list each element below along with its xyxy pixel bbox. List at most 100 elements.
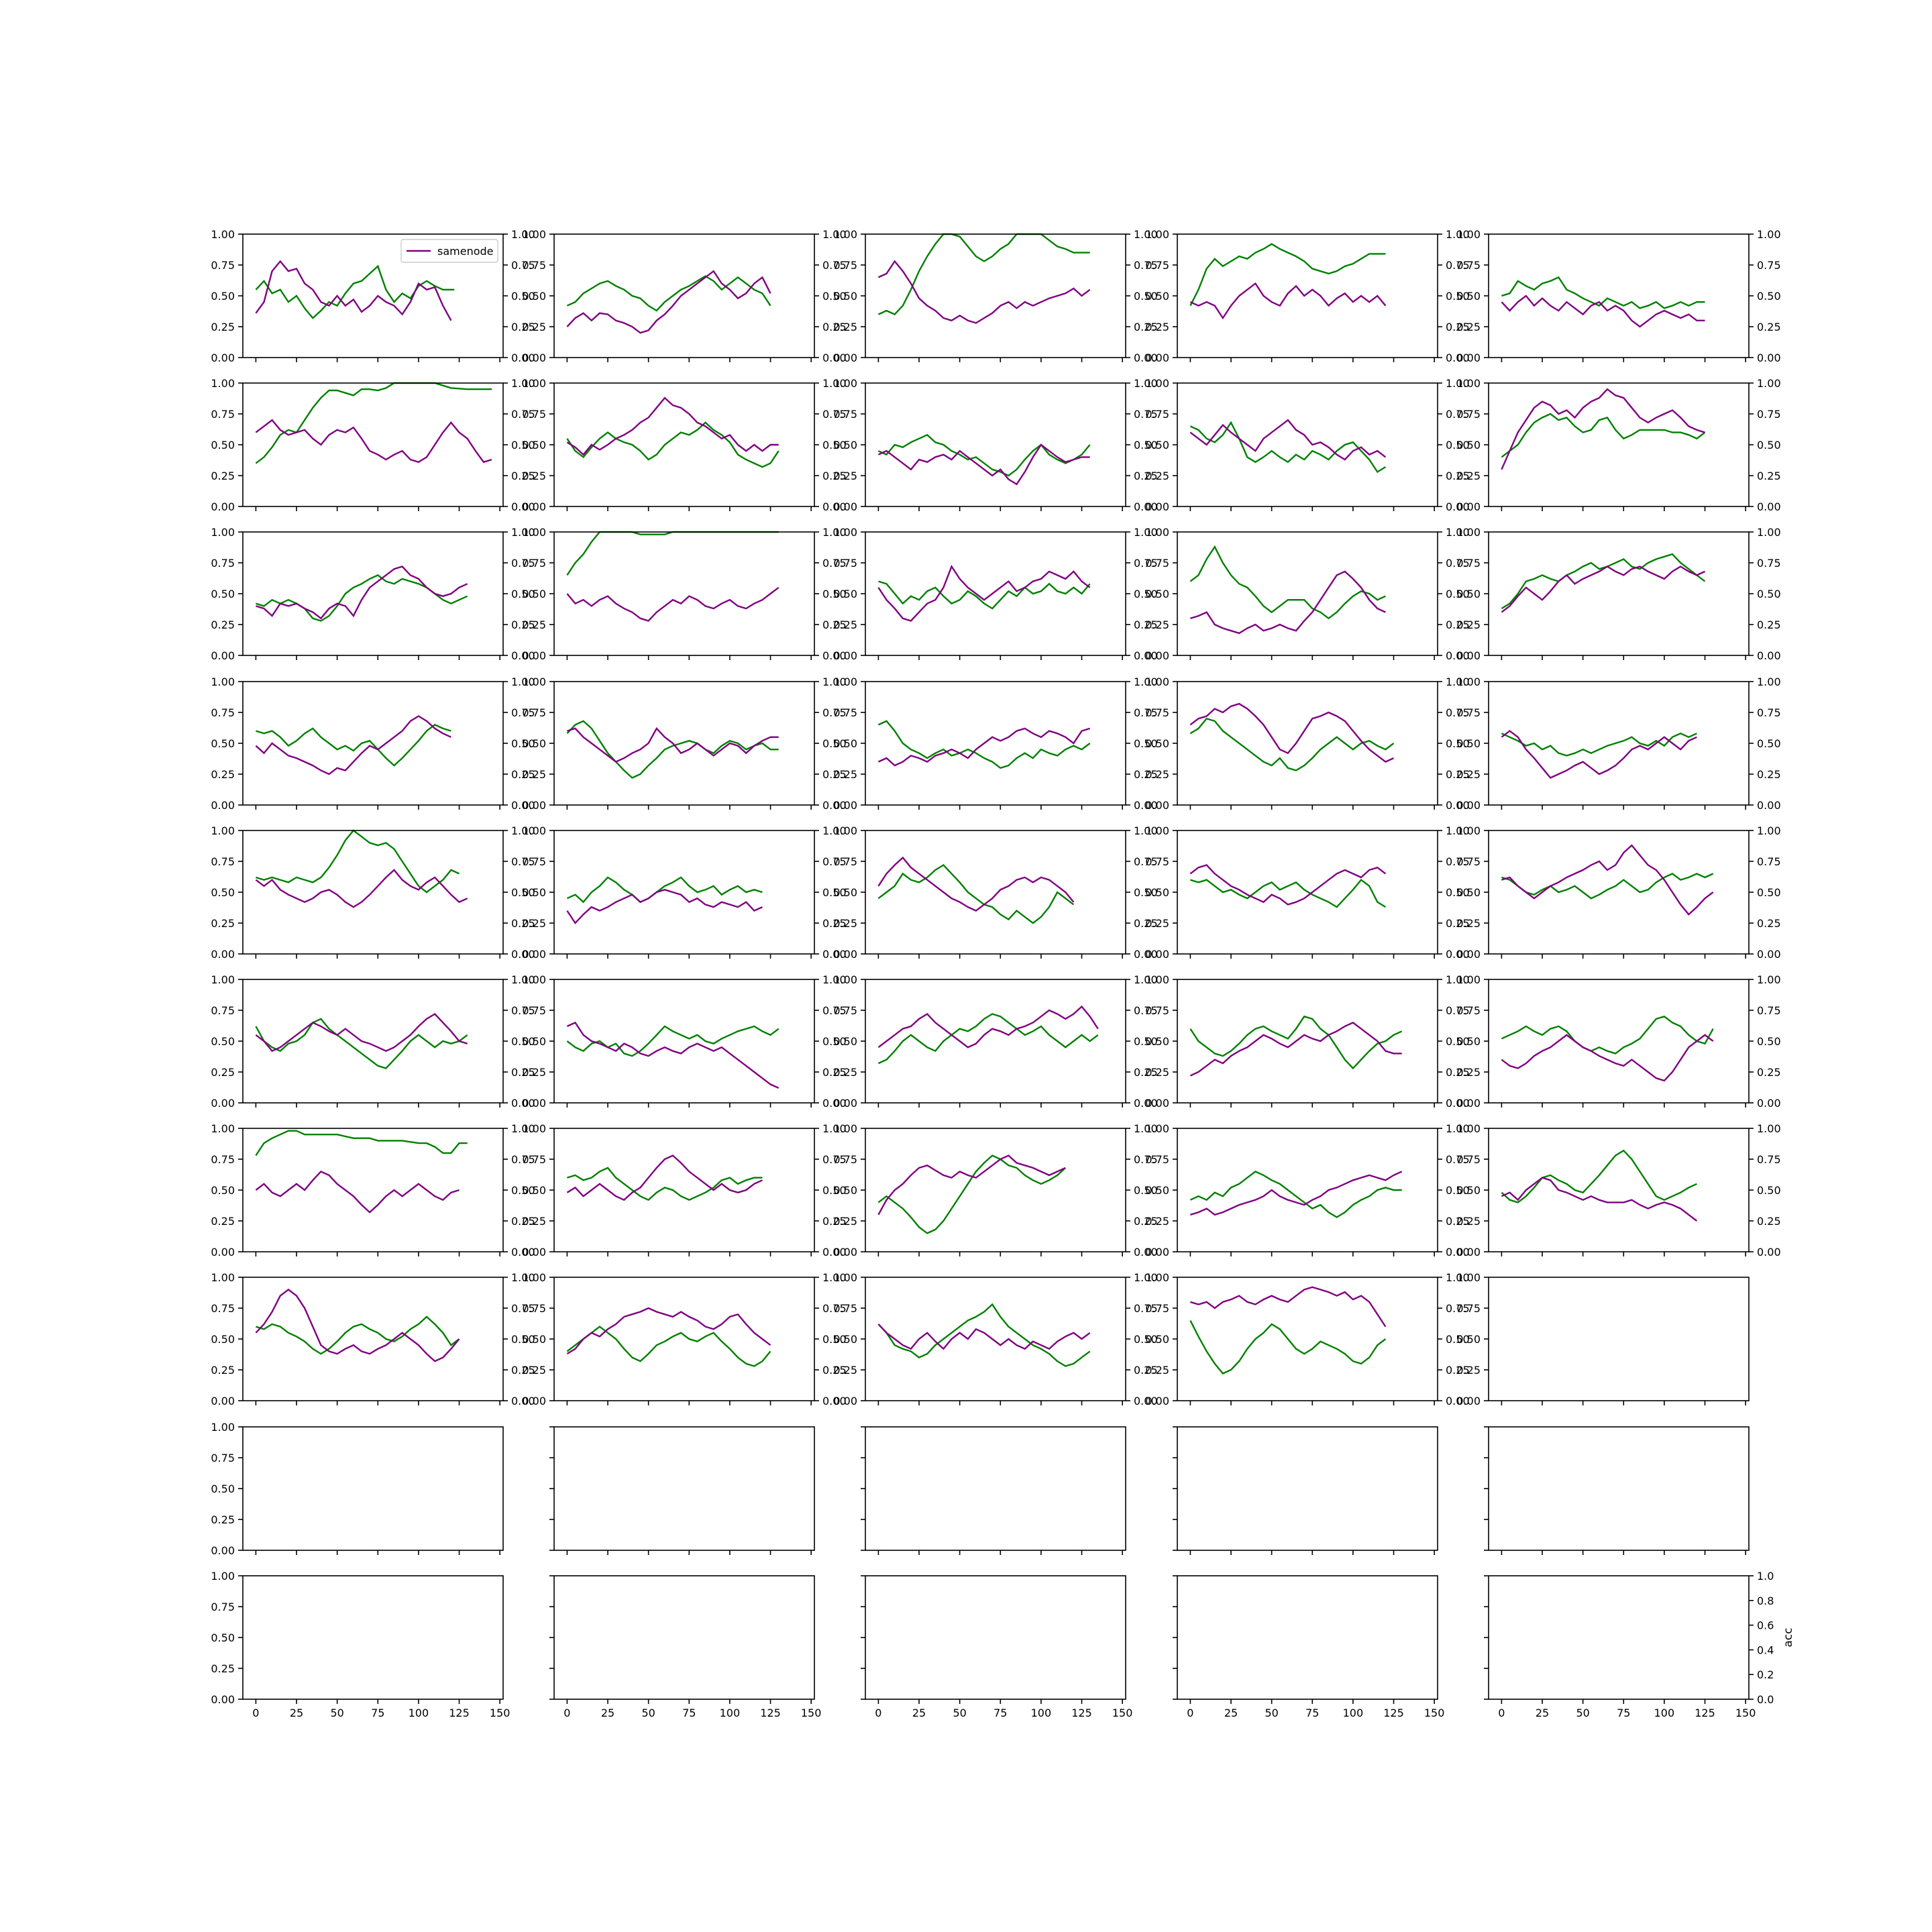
y-tick-label: 0.25 — [833, 768, 857, 781]
y-tick-label: 0.00 — [1456, 799, 1481, 812]
y-tick-label: 1.00 — [522, 1271, 546, 1284]
right-y-tick-label: 0.75 — [822, 259, 847, 272]
series-line-samenode — [255, 419, 492, 464]
y-tick-label: 0.75 — [522, 1302, 546, 1315]
series-line-samenode — [1501, 730, 1697, 779]
subplot-7: 0.00 0.25 0.50 0.75 1.00 0.00 0.25 0.50 0.75 1.00 — [522, 377, 846, 513]
legend-label-samenode: samenode — [437, 245, 494, 258]
y-tick-label: 0.00 — [1145, 1097, 1169, 1110]
y-tick-label: 0.25 — [1456, 470, 1481, 482]
right-y-tick-label: 0.25 — [511, 1066, 535, 1079]
subplot-24: 0.00 0.25 0.50 0.75 1.00 0.00 0.25 0.50 0.75 1.00 — [1145, 824, 1469, 961]
series-line-samenode — [1190, 570, 1386, 635]
y-tick-label: 0.25 — [833, 470, 857, 482]
subplot-8: 0.00 0.25 0.50 0.75 1.00 0.00 0.25 0.50 0.75 1.00 — [833, 377, 1157, 513]
x-tick-label: 25 — [290, 1707, 303, 1719]
acc-tick-label: 0.6 — [1757, 1619, 1774, 1632]
right-y-tick-label: 0.50 — [1134, 886, 1158, 899]
y-tick-label: 0.25 — [1145, 768, 1169, 781]
series-line-green — [877, 1155, 1067, 1234]
right-y-tick-label: 0.00 — [1446, 799, 1470, 812]
y-tick-label: 0.50 — [1456, 588, 1481, 600]
right-y-tick-label: 0.00 — [1757, 1097, 1781, 1110]
right-y-tick-label: 1.00 — [511, 1122, 535, 1135]
right-y-tick-label: 0.00 — [511, 649, 535, 662]
subplot-11: 0.00 0.25 0.50 0.75 1.00 0.00 0.25 0.50 0.75 1.00 — [211, 526, 535, 662]
right-y-tick-label: 1.00 — [822, 1271, 847, 1284]
y-tick-label: 0.75 — [1456, 855, 1481, 868]
y-tick-label: 0.75 — [211, 1452, 235, 1464]
right-y-tick-label: 0.50 — [1757, 1035, 1781, 1048]
y-tick-label: 0.75 — [1145, 1004, 1169, 1017]
right-y-tick-label: 0.75 — [511, 706, 535, 719]
x-tick-label: 100 — [720, 1707, 741, 1719]
y-tick-label: 0.75 — [1145, 408, 1169, 421]
right-y-tick-label: 0.25 — [822, 1215, 847, 1228]
right-y-tick-label: 0.00 — [1134, 948, 1158, 961]
y-tick-label: 0.50 — [211, 1631, 235, 1644]
right-y-tick-label: 0.25 — [822, 1364, 847, 1377]
y-tick-label: 0.00 — [1456, 352, 1481, 364]
right-y-tick-label: 1.00 — [1134, 228, 1158, 241]
right-y-tick-label: 0.75 — [1757, 259, 1781, 272]
right-y-tick-label: 0.75 — [1757, 855, 1781, 868]
series-line-samenode — [877, 856, 1075, 912]
right-y-tick-label: 1.00 — [1446, 824, 1470, 837]
y-tick-label: 0.50 — [1145, 1333, 1169, 1346]
right-y-tick-label: 0.50 — [1446, 290, 1470, 303]
y-tick-label: 0.25 — [522, 1364, 546, 1377]
right-y-tick-label: 0.25 — [511, 768, 535, 781]
series-line-green — [1501, 1015, 1714, 1055]
right-y-tick-label: 0.75 — [1446, 1153, 1470, 1166]
y-tick-label: 0.50 — [1145, 1035, 1169, 1048]
right-y-tick-label: 0.50 — [822, 588, 847, 600]
right-y-tick-label: 0.75 — [511, 1004, 535, 1017]
right-y-tick-label: 0.75 — [1134, 408, 1158, 421]
right-y-tick-label: 0.00 — [1134, 649, 1158, 662]
y-tick-label: 0.25 — [1456, 321, 1481, 333]
subplot-31: 0.00 0.25 0.50 0.75 1.00 0.00 0.25 0.50 0.75 1.00 — [211, 1122, 535, 1258]
x-tick-label: 0 — [252, 1707, 259, 1719]
subplot-4: 0.00 0.25 0.50 0.75 1.00 0.00 0.25 0.50 0.75 1.00 — [1145, 228, 1469, 364]
right-y-tick-label: 1.00 — [511, 1271, 535, 1284]
y-tick-label: 0.50 — [833, 1333, 857, 1346]
subplot-33: 0.00 0.25 0.50 0.75 1.00 0.00 0.25 0.50 0.75 1.00 — [833, 1122, 1157, 1258]
right-y-tick-label: 0.00 — [822, 799, 847, 812]
x-tick-label: 150 — [1424, 1707, 1445, 1719]
y-tick-label: 0.75 — [833, 408, 857, 421]
right-y-tick-label: 0.00 — [1446, 649, 1470, 662]
right-y-tick-label: 1.00 — [511, 824, 535, 837]
right-y-tick-label: 0.50 — [822, 737, 847, 750]
right-y-tick-label: 0.25 — [1757, 470, 1781, 482]
subplot-43 — [861, 1426, 1126, 1555]
right-y-tick-label: 0.25 — [511, 917, 535, 930]
y-tick-label: 0.50 — [833, 886, 857, 899]
y-tick-label: 0.25 — [1456, 1066, 1481, 1079]
y-tick-label: 1.00 — [833, 1122, 857, 1135]
right-y-tick-label: 0.00 — [1446, 352, 1470, 364]
right-y-tick-label: 0.50 — [511, 1333, 535, 1346]
right-y-tick-label: 0.25 — [822, 470, 847, 482]
right-y-tick-label: 0.75 — [1446, 855, 1470, 868]
right-y-tick-label: 0.25 — [1134, 321, 1158, 333]
subplot-10: 0.00 0.25 0.50 0.75 1.00 0.00 0.25 0.50 0.75 1.00 — [1456, 377, 1780, 513]
series-line-green — [877, 720, 1091, 769]
right-y-tick-label: 0.50 — [1757, 439, 1781, 451]
y-tick-label: 0.75 — [1456, 557, 1481, 570]
subplot-15: 0.00 0.25 0.50 0.75 1.00 0.00 0.25 0.50 0.75 1.00 — [1456, 526, 1780, 662]
y-tick-label: 0.50 — [211, 1184, 235, 1197]
y-tick-label: 0.75 — [211, 706, 235, 719]
y-tick-label: 1.00 — [522, 973, 546, 986]
right-y-tick-label: 0.75 — [1757, 557, 1781, 570]
right-y-tick-label: 0.00 — [1446, 948, 1470, 961]
right-y-tick-label: 0.25 — [511, 1215, 535, 1228]
y-tick-label: 1.00 — [1456, 377, 1481, 390]
y-tick-label: 0.00 — [1456, 1097, 1481, 1110]
y-tick-label: 0.25 — [211, 1513, 235, 1526]
y-tick-label: 0.50 — [833, 1184, 857, 1197]
series-line-samenode — [877, 727, 1091, 767]
right-y-tick-label: 1.00 — [511, 973, 535, 986]
y-tick-label: 0.50 — [522, 1184, 546, 1197]
